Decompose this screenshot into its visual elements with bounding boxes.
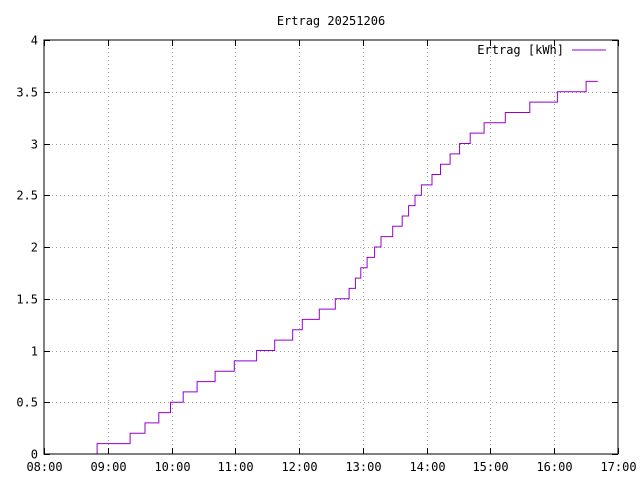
legend-entry-ertrag: Ertrag [kWh] [477, 43, 564, 57]
x-tick-label: 15:00 [472, 460, 508, 474]
x-tick-label: 10:00 [154, 460, 190, 474]
y-tick-label: 2 [31, 241, 38, 255]
y-tick-label: 0.5 [16, 396, 38, 410]
x-tick-label: 16:00 [536, 460, 572, 474]
legend: Ertrag [kWh] [477, 43, 606, 57]
x-tick-label: 14:00 [409, 460, 445, 474]
y-tick-label: 4 [31, 34, 38, 48]
x-tick-label: 08:00 [26, 460, 62, 474]
x-tick-label: 13:00 [345, 460, 381, 474]
y-tick-label: 1 [31, 345, 38, 359]
y-tick-label: 3.5 [16, 86, 38, 100]
chart-title: Ertrag 20251206 [277, 14, 385, 28]
series-layer [96, 80, 598, 455]
y-tick-label: 3 [31, 138, 38, 152]
x-tick-label: 12:00 [281, 460, 317, 474]
x-tick-label: 11:00 [217, 460, 253, 474]
y-tick-label: 2.5 [16, 189, 38, 203]
axes: 08:00 09:00 10:00 11:00 12:00 13:00 14:00 15:00… [16, 34, 636, 475]
y-tick-label: 1.5 [16, 293, 38, 307]
y-tick-label: 0 [31, 448, 38, 462]
x-tick-label: 17:00 [600, 460, 636, 474]
grid [44, 40, 618, 454]
series-line-ertrag [96, 80, 598, 455]
x-tick-label: 09:00 [90, 460, 126, 474]
